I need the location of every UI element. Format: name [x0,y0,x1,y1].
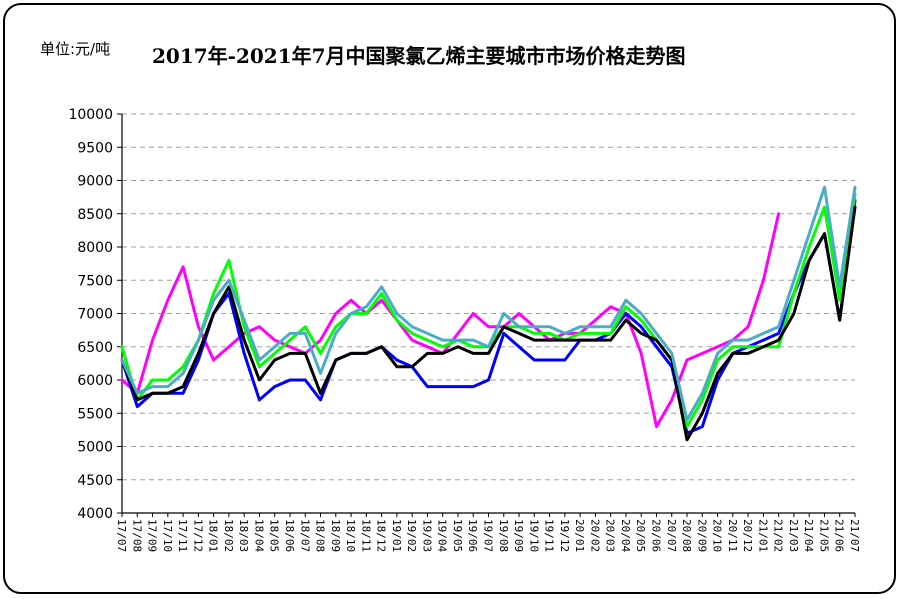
unit-label: 单位:元/吨 [40,40,111,58]
x-tick-label: 20/08 [680,519,693,552]
series-line-5 [120,185,857,422]
x-tick-label: 18/10 [344,519,357,552]
x-tick-label: 18/03 [237,519,250,552]
x-tick-label: 19/03 [420,519,433,552]
x-tick-label: 17/08 [130,519,143,552]
x-tick-label: 21/02 [772,519,785,552]
x-tick-label: 21/01 [756,519,769,552]
x-tick-label: 18/01 [207,519,220,552]
x-tick-label: 17/11 [176,519,189,552]
x-tick-label: 20/01 [573,519,586,552]
x-tick-label: 18/12 [375,519,388,552]
x-tick-label: 17/09 [146,519,159,552]
x-tick-label: 17/07 [115,519,128,552]
x-tick-label: 20/11 [726,519,739,552]
x-tick-label: 19/01 [390,519,403,552]
chart-frame [3,3,896,594]
x-tick-label: 17/10 [161,519,174,552]
x-tick-label: 21/07 [848,519,861,552]
y-tick-label: 6000 [77,373,113,389]
x-tick-label: 18/02 [222,519,235,552]
x-tick-label: 17/12 [191,519,204,552]
x-tick-label: 20/05 [634,519,647,552]
x-tick-label: 21/04 [802,519,815,552]
y-tick-label: 9500 [77,140,113,156]
x-tick-label: 19/04 [436,519,449,552]
y-tick-label: 5000 [77,440,113,456]
x-tick-label: 18/09 [329,519,342,552]
x-tick-label: 21/05 [817,519,830,552]
x-tick-label: 20/06 [649,519,662,552]
chart-title: 2017年-2021年7月中国聚氯乙烯主要城市市场价格走势图 [152,44,686,68]
x-tick-label: 20/07 [665,519,678,552]
series-lines [120,185,857,442]
x-tick-label: 19/02 [405,519,418,552]
y-tick-label: 9000 [77,174,113,190]
x-tick-label: 19/11 [543,519,556,552]
y-tick-label: 4500 [77,473,113,489]
x-tick-label: 19/08 [497,519,510,552]
x-tick-label: 20/12 [741,519,754,552]
x-tick-label: 18/04 [252,519,265,552]
x-tick-label: 20/10 [711,519,724,552]
x-tick-label: 18/07 [298,519,311,552]
x-tick-label: 19/05 [451,519,464,552]
x-tick-label: 18/08 [314,519,327,552]
y-tick-label: 8500 [77,207,113,223]
x-tick-label: 20/04 [619,519,632,552]
x-tick-label: 21/06 [833,519,846,552]
x-tick-label: 20/03 [604,519,617,552]
series-line-2 [120,198,857,435]
tick-labels: 4000 4500 5000 5500 6000 6500 7000 7500 8000 8500… [68,107,861,552]
x-tick-label: 21/03 [787,519,800,552]
x-tick-label: 18/06 [283,519,296,552]
x-tick-label: 19/09 [512,519,525,552]
y-tick-label: 7000 [77,307,113,323]
x-tick-label: 19/12 [558,519,571,552]
y-tick-label: 6500 [77,340,113,356]
x-tick-label: 19/06 [466,519,479,552]
series-line-4 [120,205,857,442]
y-tick-label: 7500 [77,273,113,289]
x-tick-label: 19/07 [482,519,495,552]
y-tick-label: 8000 [77,240,113,256]
y-tick-label: 10000 [68,107,113,123]
x-tick-label: 19/10 [527,519,540,552]
x-tick-label: 18/05 [268,519,281,552]
axes [117,113,856,517]
x-tick-label: 18/11 [359,519,372,552]
x-tick-label: 20/02 [588,519,601,552]
y-tick-label: 5500 [77,406,113,422]
y-tick-label: 4000 [77,506,113,522]
x-tick-label: 20/09 [695,519,708,552]
